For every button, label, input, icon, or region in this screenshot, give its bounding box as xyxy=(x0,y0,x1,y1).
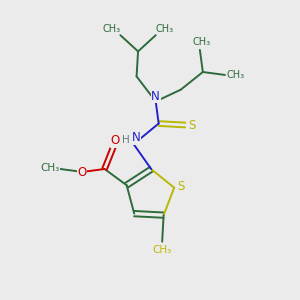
Text: O: O xyxy=(110,134,119,147)
Text: S: S xyxy=(188,118,195,131)
Text: CH₃: CH₃ xyxy=(152,245,172,255)
Text: CH₃: CH₃ xyxy=(226,70,244,80)
Text: CH₃: CH₃ xyxy=(192,37,210,47)
Text: CH₃: CH₃ xyxy=(155,24,174,34)
Text: N: N xyxy=(132,131,140,144)
Text: O: O xyxy=(77,166,86,179)
Text: N: N xyxy=(152,90,160,103)
Text: S: S xyxy=(177,180,184,193)
Text: CH₃: CH₃ xyxy=(40,163,60,172)
Text: CH₃: CH₃ xyxy=(103,24,121,34)
Text: H: H xyxy=(122,135,129,145)
